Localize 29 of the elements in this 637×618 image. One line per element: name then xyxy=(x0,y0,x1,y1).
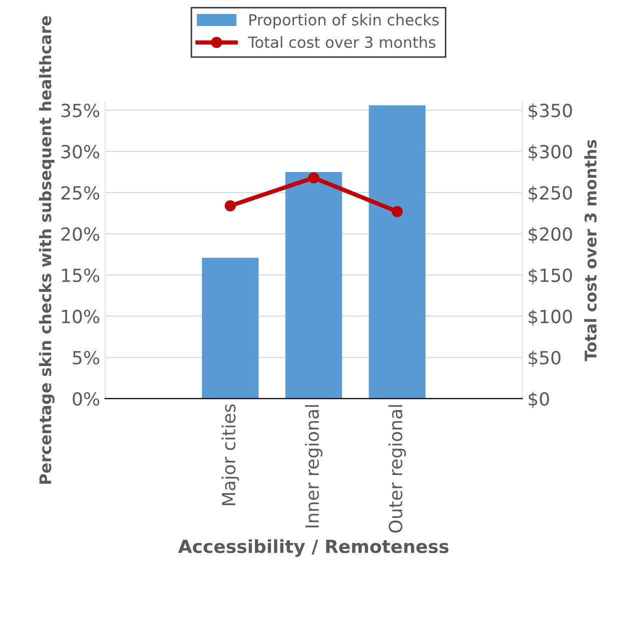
y2-tick-label: $350 xyxy=(528,103,572,120)
y2-tick-label: $0 xyxy=(528,392,549,408)
y-tick-label: 10% xyxy=(62,310,100,324)
y2-tick-label: $150 xyxy=(528,268,572,285)
y-tick-label: 25% xyxy=(61,186,100,200)
y-tick-label: 30% xyxy=(61,144,100,159)
y-axis-title: Percentage skin checks with subsequent healthcare xyxy=(38,16,55,484)
y-tick-label: 15% xyxy=(62,268,100,282)
y2-tick-label: $100 xyxy=(528,309,572,326)
legend-label: Total cost over 3 months xyxy=(248,36,436,48)
x-tick-label: Outer regional xyxy=(388,405,406,533)
y2-tick-label: $300 xyxy=(528,144,572,161)
y2-tick-label: $50 xyxy=(528,350,560,367)
x-axis-title: Accessibility / Remoteness xyxy=(178,539,448,557)
y-tick-label: 35% xyxy=(61,104,100,118)
y2-axis-title: Total cost over 3 months xyxy=(584,140,597,362)
point xyxy=(224,200,236,212)
y-tick-label: 20% xyxy=(61,227,100,241)
point xyxy=(392,206,403,218)
bar xyxy=(368,105,426,399)
bar xyxy=(202,258,259,399)
y2-tick-label: $250 xyxy=(528,186,572,202)
y-tick-label: 5% xyxy=(72,350,100,365)
x-tick-label: Major cities xyxy=(222,404,240,506)
y2-tick-label: $200 xyxy=(528,226,572,244)
y-tick-label: 0% xyxy=(72,392,100,406)
x-tick-label: Inner regional xyxy=(304,405,322,528)
legend-label: Proportion of skin checks xyxy=(249,14,439,29)
point xyxy=(308,172,320,184)
